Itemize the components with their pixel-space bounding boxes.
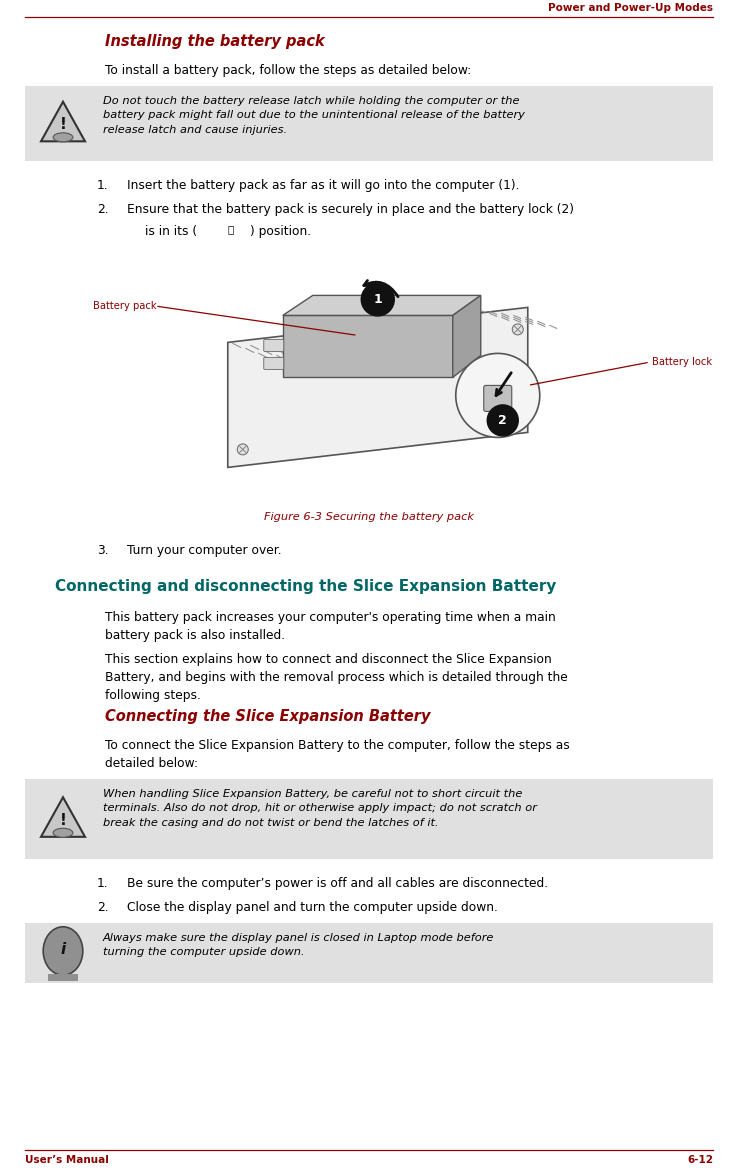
- Text: 3.: 3.: [97, 544, 108, 557]
- Text: is in its (: is in its (: [145, 225, 197, 238]
- FancyBboxPatch shape: [25, 86, 713, 161]
- Text: This section explains how to connect and disconnect the Slice Expansion
Battery,: This section explains how to connect and…: [105, 653, 568, 702]
- Text: !: !: [60, 812, 66, 827]
- Text: Power and Power-Up Modes: Power and Power-Up Modes: [548, 4, 713, 13]
- Text: To install a battery pack, follow the steps as detailed below:: To install a battery pack, follow the st…: [105, 64, 472, 77]
- Text: Ensure that the battery pack is securely in place and the battery lock (2): Ensure that the battery pack is securely…: [127, 203, 574, 216]
- Text: Be sure the computer’s power is off and all cables are disconnected.: Be sure the computer’s power is off and …: [127, 877, 548, 890]
- Text: i: i: [61, 941, 66, 956]
- Text: 2: 2: [498, 414, 507, 427]
- Text: User’s Manual: User’s Manual: [25, 1154, 109, 1165]
- Text: Always make sure the display panel is closed in Laptop mode before
turning the c: Always make sure the display panel is cl…: [103, 933, 494, 958]
- FancyBboxPatch shape: [25, 779, 713, 859]
- Circle shape: [512, 323, 523, 335]
- Text: 1.: 1.: [97, 877, 108, 890]
- FancyBboxPatch shape: [25, 924, 713, 983]
- FancyBboxPatch shape: [263, 357, 283, 369]
- Polygon shape: [452, 295, 480, 377]
- Text: Do not touch the battery release latch while holding the computer or the
battery: Do not touch the battery release latch w…: [103, 96, 525, 135]
- Ellipse shape: [44, 927, 83, 975]
- Circle shape: [487, 404, 518, 436]
- Text: Connecting the Slice Expansion Battery: Connecting the Slice Expansion Battery: [105, 709, 430, 724]
- Text: Insert the battery pack as far as it will go into the computer (1).: Insert the battery pack as far as it wil…: [127, 179, 520, 192]
- Circle shape: [497, 407, 508, 418]
- Text: 6-12: 6-12: [687, 1154, 713, 1165]
- Text: Battery lock: Battery lock: [652, 357, 712, 367]
- Text: 2.: 2.: [97, 901, 108, 914]
- Polygon shape: [41, 102, 85, 142]
- Circle shape: [362, 282, 394, 316]
- Text: To connect the Slice Expansion Battery to the computer, follow the steps as
deta: To connect the Slice Expansion Battery t…: [105, 740, 570, 770]
- Text: 🔒: 🔒: [227, 224, 233, 234]
- Polygon shape: [283, 315, 452, 377]
- Text: ) position.: ) position.: [250, 225, 311, 238]
- Text: When handling Slice Expansion Battery, be careful not to short circuit the
termi: When handling Slice Expansion Battery, b…: [103, 789, 537, 827]
- Circle shape: [456, 354, 539, 437]
- FancyBboxPatch shape: [484, 386, 511, 411]
- Text: Turn your computer over.: Turn your computer over.: [127, 544, 282, 557]
- Text: Figure 6-3 Securing the battery pack: Figure 6-3 Securing the battery pack: [264, 512, 474, 522]
- Text: 1.: 1.: [97, 179, 108, 192]
- Text: 1: 1: [373, 293, 382, 306]
- Polygon shape: [283, 295, 480, 315]
- Polygon shape: [228, 307, 528, 468]
- Text: !: !: [60, 117, 66, 132]
- FancyBboxPatch shape: [263, 340, 283, 352]
- FancyBboxPatch shape: [47, 974, 78, 981]
- Ellipse shape: [53, 132, 73, 142]
- Text: Installing the battery pack: Installing the battery pack: [105, 34, 325, 49]
- FancyBboxPatch shape: [25, 255, 713, 510]
- Text: 2.: 2.: [97, 203, 108, 216]
- Circle shape: [237, 444, 248, 455]
- Text: Connecting and disconnecting the Slice Expansion Battery: Connecting and disconnecting the Slice E…: [55, 579, 556, 594]
- Text: Close the display panel and turn the computer upside down.: Close the display panel and turn the com…: [127, 901, 498, 914]
- Ellipse shape: [53, 829, 73, 837]
- Text: Battery pack: Battery pack: [93, 301, 156, 311]
- Text: This battery pack increases your computer's operating time when a main
battery p: This battery pack increases your compute…: [105, 611, 556, 642]
- Polygon shape: [41, 797, 85, 837]
